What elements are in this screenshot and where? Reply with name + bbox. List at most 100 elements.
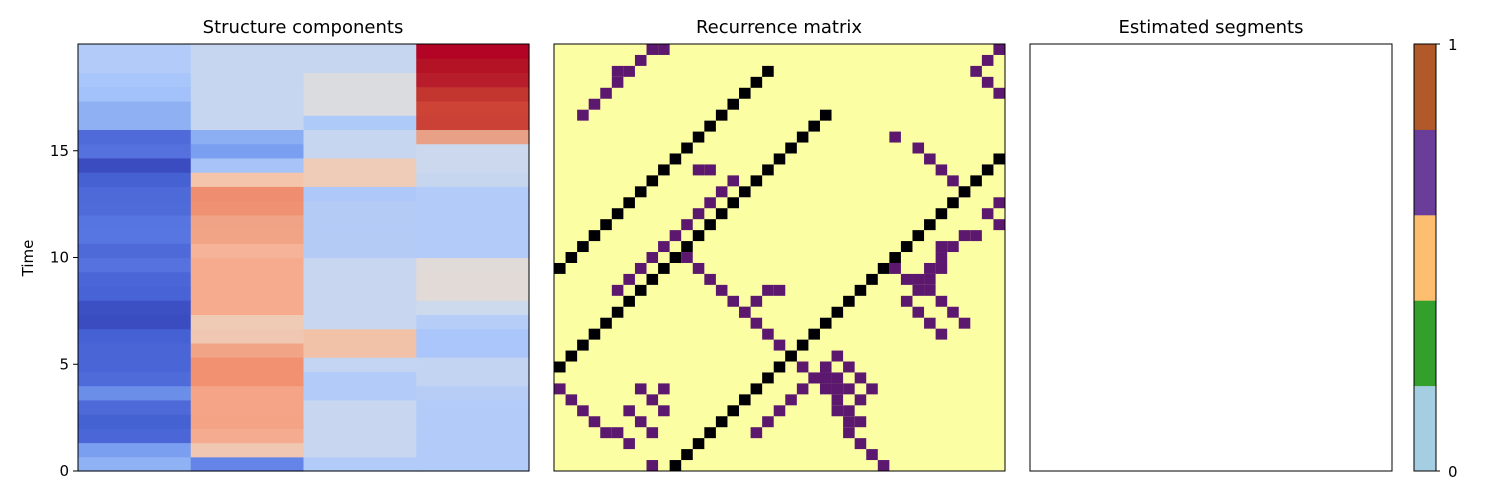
recurrence-cell xyxy=(831,372,844,384)
ytick-label: 15 xyxy=(50,142,69,160)
heatmap-cell xyxy=(303,442,417,458)
heatmap-cell xyxy=(78,200,192,216)
recurrence-cell xyxy=(889,131,901,143)
recurrence-cell xyxy=(924,153,936,165)
diagonal-cell xyxy=(924,219,936,231)
diagonal-cell xyxy=(762,65,774,77)
diagonal-cell xyxy=(704,427,716,439)
recurrence-cell xyxy=(646,427,659,439)
heatmap-cell xyxy=(78,357,192,372)
recurrence-cell xyxy=(762,328,774,340)
heatmap-cell xyxy=(190,456,305,472)
diagonal-cell xyxy=(785,142,797,154)
diagonal-cell xyxy=(588,328,601,340)
recurrence-cell xyxy=(600,87,612,99)
heatmap-cell xyxy=(78,271,192,287)
recurrence-cell xyxy=(843,427,855,439)
diagonal-cell xyxy=(715,208,728,220)
heatmap-cell xyxy=(416,172,530,187)
diagonal-cell xyxy=(658,164,670,176)
heatmap-cell xyxy=(78,285,192,301)
heatmap-cell xyxy=(78,342,192,358)
recurrence-matrix-panel: Recurrence matrix xyxy=(553,17,1006,472)
heatmap-cell xyxy=(416,186,530,202)
heatmap-cell xyxy=(416,357,530,372)
recurrence-cell xyxy=(796,361,809,373)
heatmap-cell xyxy=(78,100,192,116)
heatmap-cell xyxy=(78,86,192,102)
recurrence-cell xyxy=(692,164,705,176)
heatmap-cell xyxy=(416,129,530,145)
heatmap-cell xyxy=(190,385,305,401)
heatmap-cell xyxy=(416,257,530,273)
colorbar: 1 0 xyxy=(1413,36,1458,481)
recurrence-cell xyxy=(750,427,763,439)
recurrence-cell xyxy=(843,361,855,373)
recurrence-cell xyxy=(692,208,705,220)
diagonal-cell xyxy=(611,208,624,220)
recurrence-cell xyxy=(785,394,797,406)
diagonal-cell xyxy=(727,98,740,110)
diagonal-cell xyxy=(854,284,867,296)
heatmap-cell xyxy=(78,214,192,230)
recurrence-cell xyxy=(577,109,589,121)
recurrence-cell xyxy=(843,416,855,428)
recurrence-cell xyxy=(843,383,855,395)
diagonal-cell xyxy=(600,219,612,231)
recurrence-cell xyxy=(912,284,925,296)
heatmap-cell xyxy=(190,300,305,316)
recurrence-cell xyxy=(554,383,566,395)
heatmap-cell xyxy=(416,229,530,244)
ytick-label: 0 xyxy=(59,462,69,480)
heatmap-cell xyxy=(78,328,192,344)
structure-components-yticks: 0 5 10 15 xyxy=(50,142,78,480)
heatmap-cell xyxy=(190,271,305,287)
heatmap-cell xyxy=(78,414,192,429)
heatmap-cell xyxy=(190,100,305,116)
recurrence-cell xyxy=(935,295,948,307)
recurrence-cell xyxy=(854,394,867,406)
recurrence-cell xyxy=(981,76,994,88)
recurrence-cell xyxy=(727,295,740,307)
heatmap-cell xyxy=(78,186,192,202)
diagonal-cell xyxy=(877,262,890,274)
recurrence-cell xyxy=(762,284,774,296)
recurrence-cell xyxy=(866,449,878,461)
recurrence-cell xyxy=(611,427,624,439)
heatmap-cell xyxy=(190,414,305,429)
diagonal-cell xyxy=(554,262,566,274)
diagonal-cell xyxy=(565,252,578,263)
heatmap-cell xyxy=(303,399,417,415)
colorbar-cells xyxy=(1414,44,1436,472)
recurrence-cell xyxy=(634,416,647,428)
heatmap-cell xyxy=(303,342,417,358)
heatmap-cell xyxy=(416,200,530,216)
heatmap-cell xyxy=(190,229,305,244)
diagonal-cell xyxy=(808,328,820,340)
heatmap-cell xyxy=(416,86,530,102)
recurrence-cell xyxy=(854,438,867,450)
recurrence-cell xyxy=(623,438,635,450)
heatmap-cell xyxy=(416,300,530,316)
recurrence-cell xyxy=(658,383,670,395)
recurrence-cell xyxy=(704,164,716,176)
heatmap-cell xyxy=(190,314,305,330)
recurrence-cell xyxy=(958,317,971,329)
diagonal-cell xyxy=(704,120,716,132)
diagonal-cell xyxy=(739,394,751,406)
diagonal-cell xyxy=(623,295,635,307)
diagonal-cell xyxy=(634,284,647,296)
heatmap-cell xyxy=(78,257,192,273)
recurrence-cell xyxy=(889,262,901,274)
colorbar-segment xyxy=(1414,129,1436,216)
heatmap-cell xyxy=(303,143,417,159)
heatmap-cell xyxy=(78,172,192,187)
heatmap-cell xyxy=(303,285,417,301)
recurrence-cell xyxy=(808,372,820,384)
heatmap-cell xyxy=(416,385,530,401)
diagonal-cell xyxy=(819,317,832,329)
recurrence-cell xyxy=(600,427,612,439)
recurrence-cell xyxy=(924,284,936,296)
estimated-segments-title: Estimated segments xyxy=(1119,17,1304,38)
